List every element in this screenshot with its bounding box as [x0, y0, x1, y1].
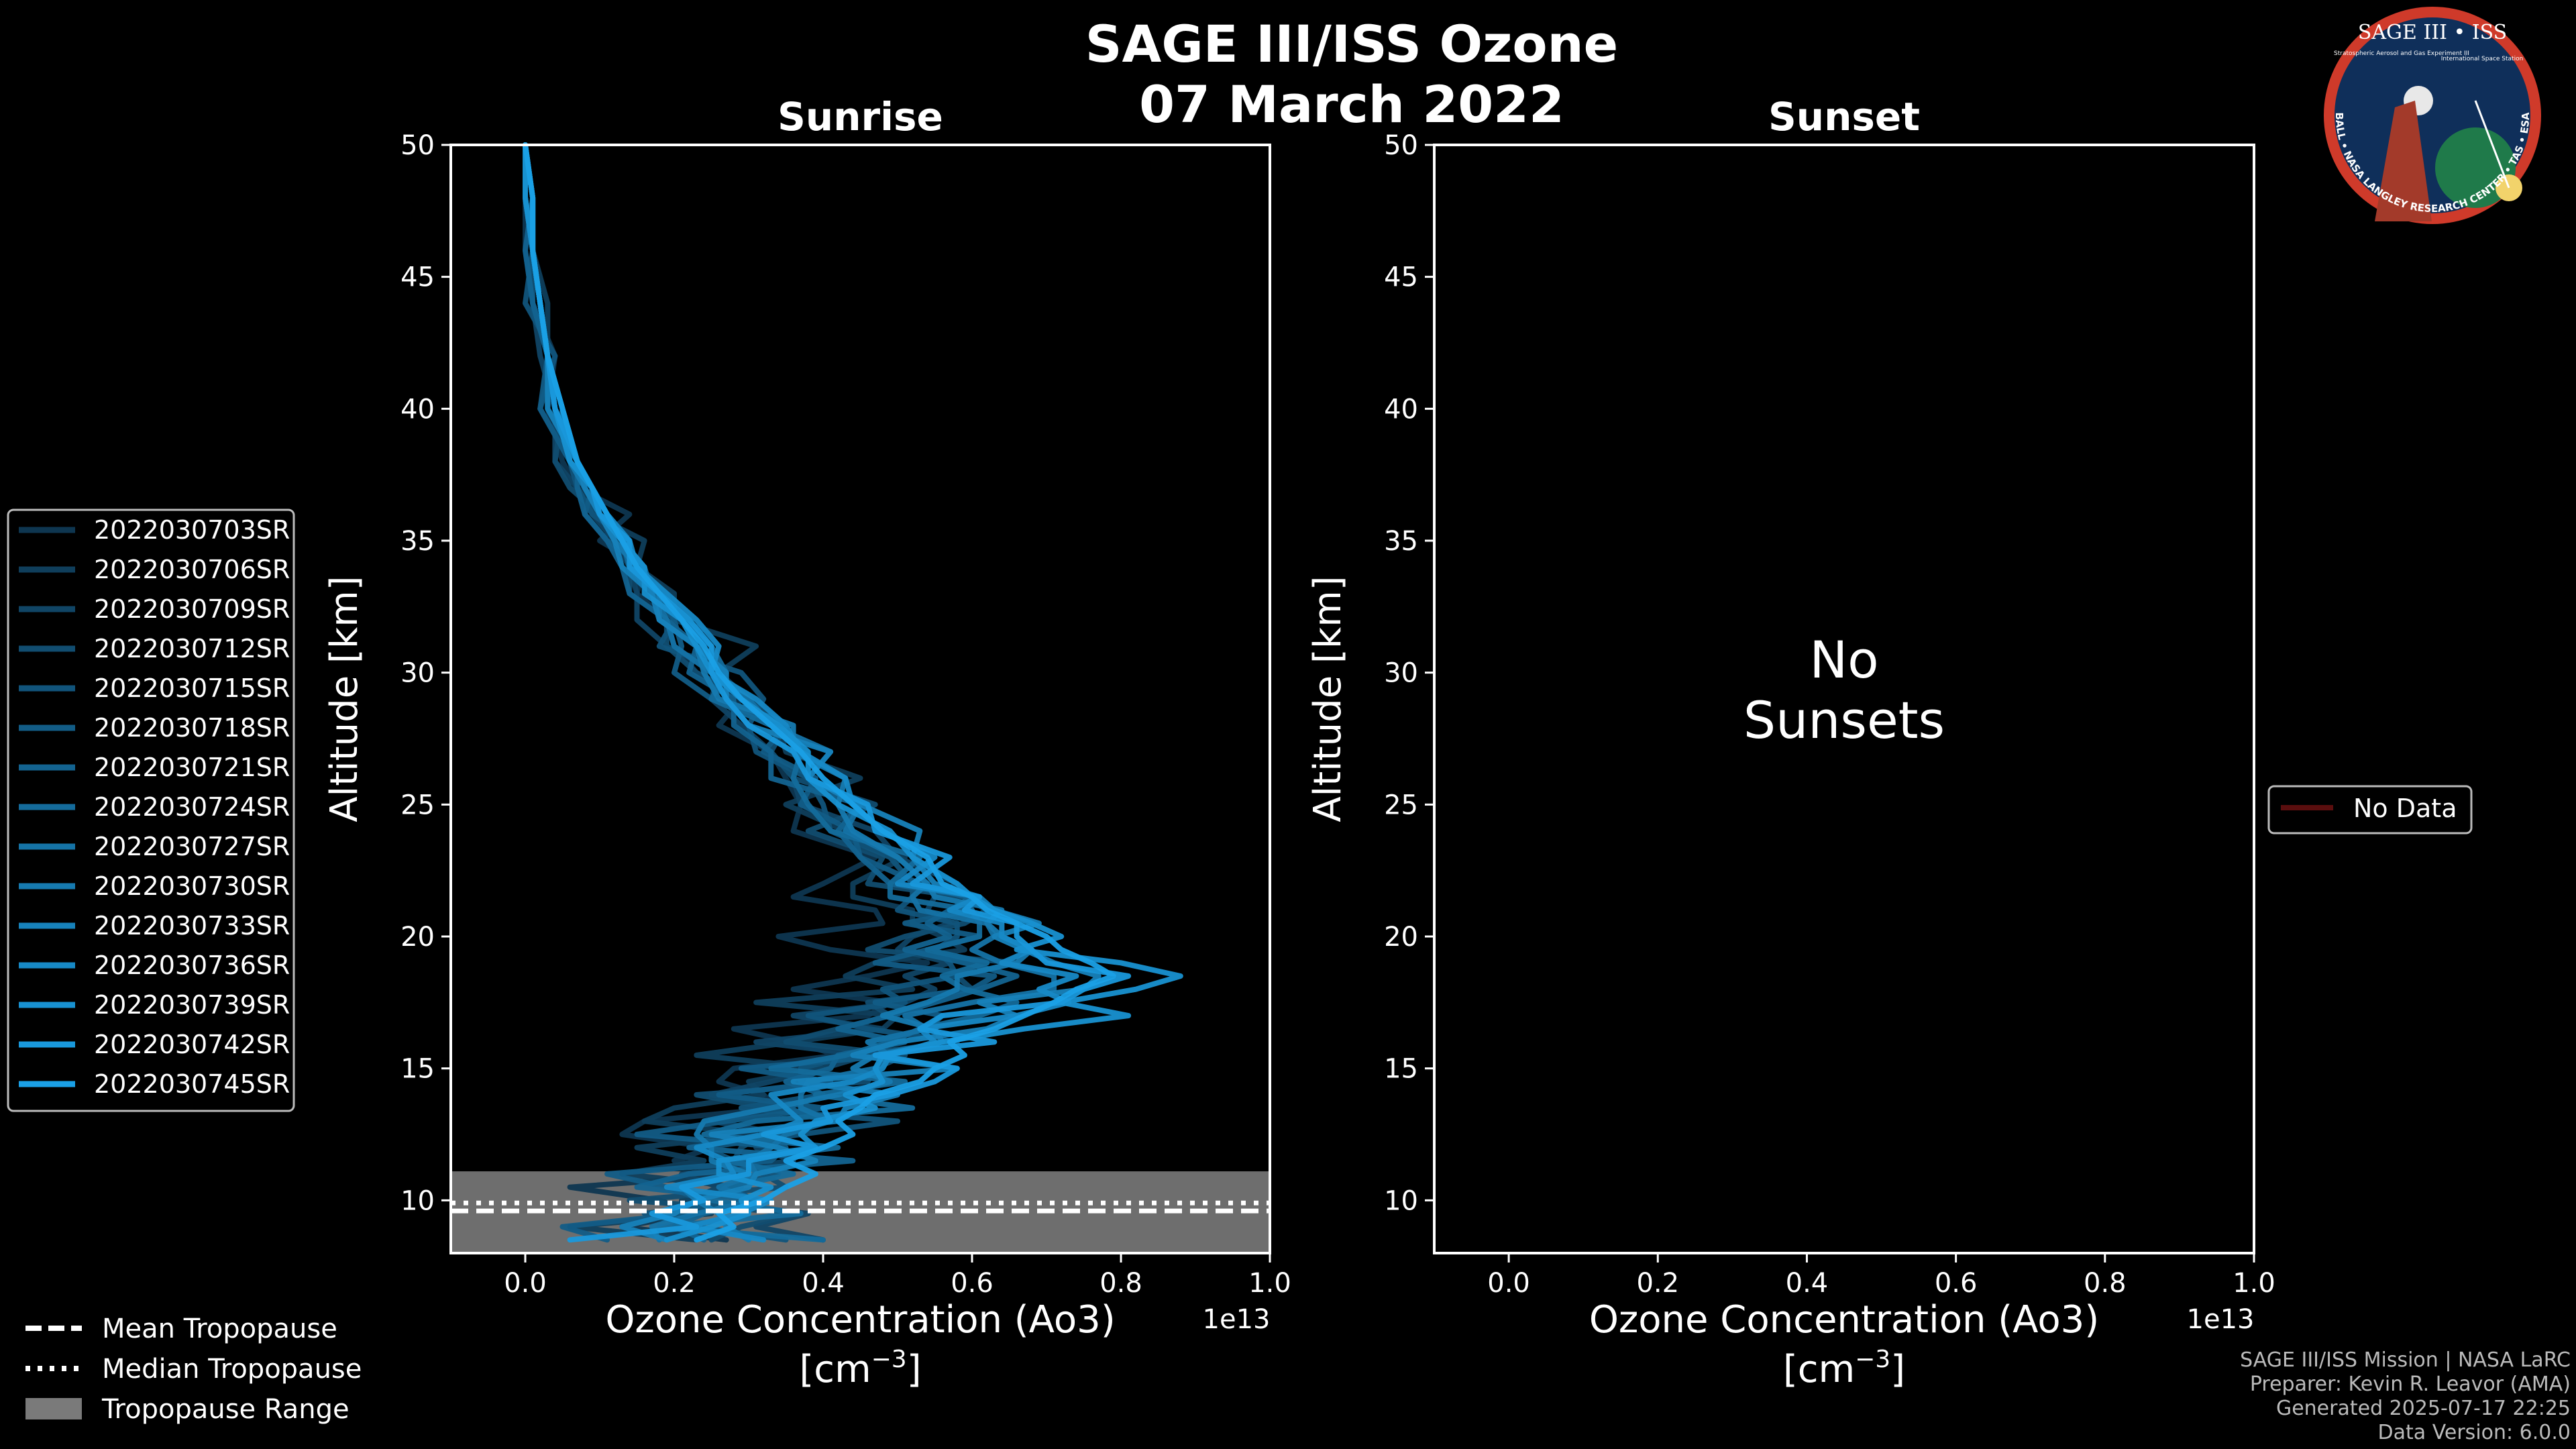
sunset-ytick-label: 20 [1384, 922, 1418, 953]
sunset-ytick-label: 40 [1384, 394, 1418, 425]
series-legend-label-2022030727SR: 2022030727SR [94, 832, 290, 861]
sunrise-ytick-label: 50 [400, 130, 435, 161]
series-line-2022030742SR [523, 142, 1132, 1243]
sunset-ytick-label: 30 [1384, 658, 1418, 689]
series-legend-label-2022030721SR: 2022030721SR [94, 753, 290, 782]
sunset-ytick-label: 45 [1384, 262, 1418, 293]
series-legend-label-2022030733SR: 2022030733SR [94, 911, 290, 941]
series-legend-label-2022030730SR: 2022030730SR [94, 871, 290, 901]
sunset-xtick-label: 0.8 [2084, 1268, 2127, 1299]
no-data-legend-label: No Data [2353, 794, 2457, 823]
sunset-xunit-suffix: ] [1890, 1348, 1905, 1391]
series-legend-label-2022030739SR: 2022030739SR [94, 990, 290, 1020]
footer-preparer: Preparer: Kevin R. Leavor (AMA) [2249, 1373, 2571, 1396]
sunrise-xtick-label: 0.6 [951, 1268, 994, 1299]
sunset-ytick-label: 15 [1384, 1054, 1418, 1085]
sunset-xtick-label: 0.2 [1636, 1268, 1679, 1299]
sunrise-panel: 0.0 0.2 0.4 0.6 0.8 1.0 10 15 20 25 30 35 40 45 50 Sunr… [323, 94, 1291, 1391]
series-legend-label-2022030706SR: 2022030706SR [94, 555, 290, 584]
series-legend-frame [7, 508, 295, 1112]
sunrise-xtick-label: 0.8 [1099, 1268, 1142, 1299]
footer-mission: SAGE III/ISS Mission | NASA LaRC [2240, 1348, 2571, 1372]
sunset-xunit: [cm−3] [1783, 1346, 1905, 1391]
tropopause-legend-label: Mean Tropopause [102, 1313, 337, 1344]
sunset-ytick-label: 10 [1384, 1185, 1418, 1216]
sunrise-ylabel: Altitude [km] [323, 576, 366, 822]
sunrise-xunit-prefix: [cm [799, 1348, 871, 1391]
sunrise-ytick-label: 35 [400, 526, 435, 557]
sage-logo: SAGE III • ISS Stratospheric Aerosol and… [2324, 7, 2541, 224]
footer-version: Data Version: 6.0.0 [2377, 1421, 2571, 1444]
series-legend-label-2022030718SR: 2022030718SR [94, 713, 290, 743]
sunset-panel: 0.0 0.2 0.4 0.6 0.8 1.0 10 15 20 25 30 35 40 45 50 Suns… [1306, 94, 2275, 1391]
sunrise-ytick-label: 40 [400, 394, 435, 425]
sunset-xlabel: Ozone Concentration (Ao3) [1589, 1298, 2099, 1342]
sunrise-ytick-label: 10 [400, 1185, 435, 1216]
sunset-ytick-label: 35 [1384, 526, 1418, 557]
sunset-xunit-superscript: −3 [1855, 1346, 1890, 1373]
sunrise-xtick-label: 0.4 [802, 1268, 845, 1299]
sunrise-xtick-label: 0.2 [653, 1268, 696, 1299]
sunset-title: Sunset [1768, 94, 1920, 140]
tropopause-legend: Mean Tropopause Median Tropopause Tropopau… [25, 1313, 362, 1425]
sunrise-title: Sunrise [777, 94, 943, 140]
no-sunsets-annotation-line2: Sunsets [1743, 690, 1945, 750]
series-legend-label-2022030745SR: 2022030745SR [94, 1069, 290, 1099]
logo-beam [2474, 100, 2510, 189]
sunrise-ytick-label: 15 [400, 1054, 435, 1085]
no-data-legend-frame [2267, 785, 2473, 835]
sunrise-ytick-label: 20 [400, 922, 435, 953]
series-line-2022030703SR [523, 142, 930, 1243]
sunrise-xunit-suffix: ] [907, 1348, 922, 1391]
sunset-plot-frame [1433, 144, 2255, 1254]
sunrise-ytick-label: 45 [400, 262, 435, 293]
series-line-2022030745SR [523, 142, 1116, 1243]
series-legend-label-2022030703SR: 2022030703SR [94, 515, 290, 545]
sunrise-xlabel: Ozone Concentration (Ao3) [605, 1298, 1115, 1342]
sunrise-xunit: [cm−3] [799, 1346, 921, 1391]
no-data-legend: No Data [2267, 785, 2473, 835]
logo-station: International Space Station [2441, 56, 2524, 62]
sunset-xtick-label: 0.0 [1487, 1268, 1530, 1299]
main-title-line2: 07 March 2022 [1139, 74, 1564, 134]
sunset-xtick-label: 1.0 [2233, 1268, 2275, 1299]
sunset-ytick-label: 25 [1384, 790, 1418, 820]
series-legend-label-2022030709SR: 2022030709SR [94, 594, 290, 624]
sunset-ytick-label: 50 [1384, 130, 1418, 161]
sunrise-xunit-superscript: −3 [871, 1346, 907, 1373]
series-legend-label-2022030742SR: 2022030742SR [94, 1030, 290, 1059]
sunrise-xtick-label: 0.0 [504, 1268, 547, 1299]
series-legend-label-2022030736SR: 2022030736SR [94, 951, 290, 980]
series-legend-label-2022030724SR: 2022030724SR [94, 792, 290, 822]
sunset-xunit-prefix: [cm [1783, 1348, 1855, 1391]
sunset-x-offset-label: 1e13 [2187, 1304, 2255, 1335]
series-legend-label-2022030715SR: 2022030715SR [94, 674, 290, 703]
sunset-xtick-label: 0.4 [1786, 1268, 1829, 1299]
sunrise-ytick-label: 30 [400, 658, 435, 689]
series-legend-label-2022030712SR: 2022030712SR [94, 634, 290, 663]
tropopause-legend-label: Median Tropopause [102, 1354, 362, 1385]
main-title-line1: SAGE III/ISS Ozone [1085, 14, 1618, 74]
footer-generated: Generated 2025-07-17 22:25 [2275, 1397, 2571, 1420]
sunrise-xtick-label: 1.0 [1248, 1268, 1291, 1299]
sunrise-plot-frame [449, 144, 1271, 1254]
sunrise-x-offset-label: 1e13 [1203, 1304, 1271, 1335]
logo-figure [2375, 101, 2432, 221]
logo-name: SAGE III • ISS [2358, 21, 2507, 44]
tropopause-range-legend-swatch [25, 1398, 82, 1419]
sunset-ylabel: Altitude [km] [1306, 576, 1350, 822]
tropopause-legend-label: Tropopause Range [101, 1394, 350, 1425]
sunrise-ytick-label: 25 [400, 790, 435, 820]
sunset-plot-area [1434, 145, 2254, 1253]
no-sunsets-annotation-line1: No [1809, 630, 1878, 690]
series-legend: 2022030703SR 2022030706SR 2022030709SR 2022… [7, 508, 295, 1112]
sunset-xtick-label: 0.6 [1935, 1268, 1978, 1299]
logo-subtitle: Stratospheric Aerosol and Gas Experiment… [2334, 50, 2469, 57]
